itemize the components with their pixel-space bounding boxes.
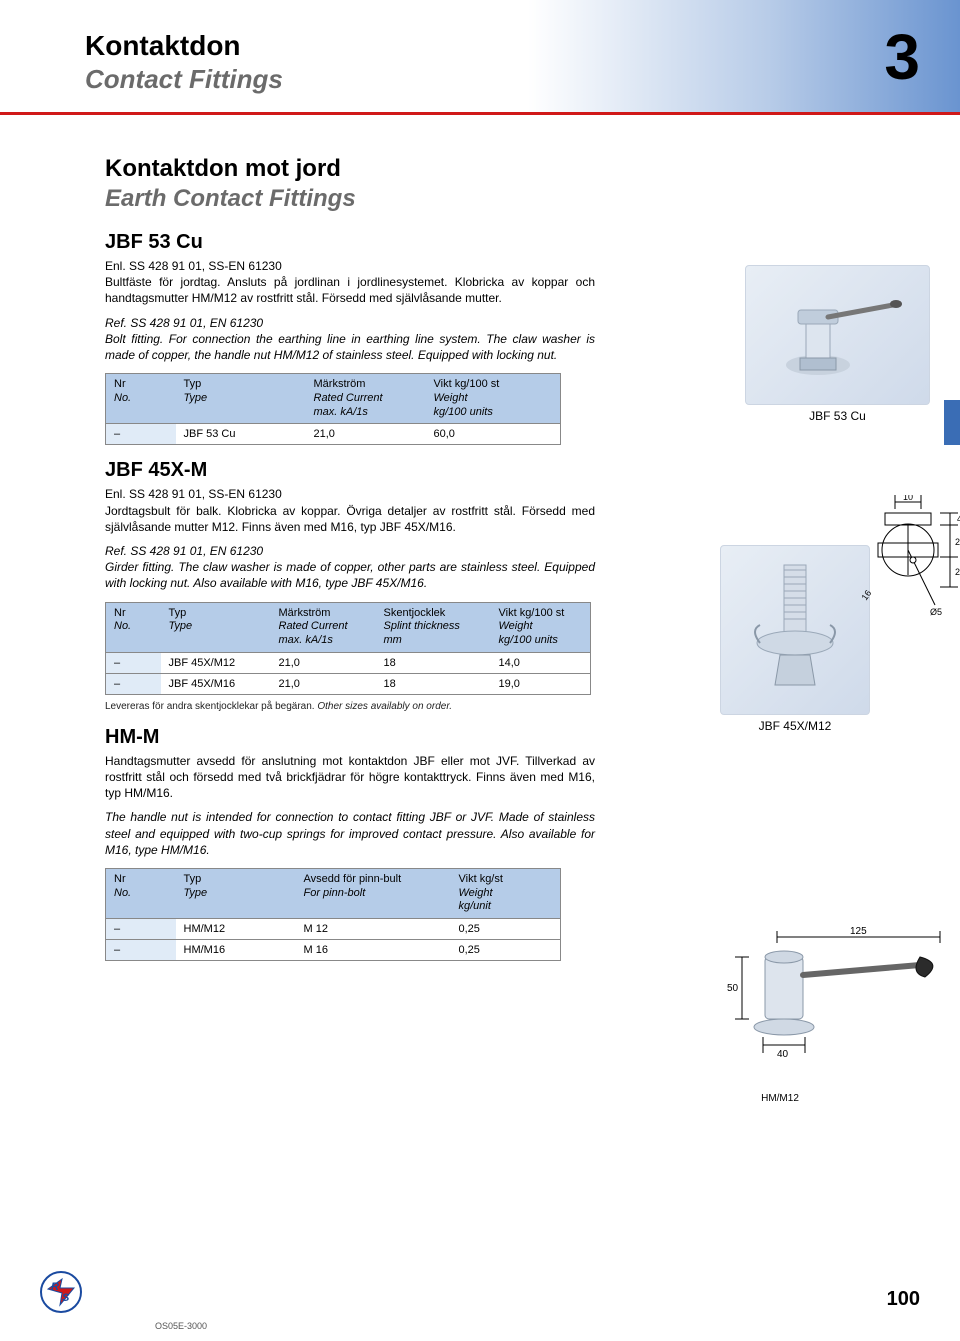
table-cell: M 12 bbox=[296, 919, 451, 940]
table-cell: 21,0 bbox=[271, 673, 376, 694]
hmm-table: NrNo.TypTypeAvsedd för pinn-bultFor pinn… bbox=[105, 868, 561, 961]
table-header: MärkströmRated Currentmax. kA/1s bbox=[271, 602, 376, 652]
dim-o5: Ø5 bbox=[930, 607, 942, 617]
jbf53-caption: JBF 53 Cu bbox=[745, 409, 930, 423]
dim-23b: 23 bbox=[955, 567, 960, 577]
table-header: Vikt kg/100 stWeightkg/100 units bbox=[491, 602, 591, 652]
table-cell: 60,0 bbox=[426, 424, 561, 445]
jbf45-caption: JBF 45X/M12 bbox=[720, 719, 870, 733]
jbf45-desc-en: Ref. SS 428 91 01, EN 61230 Girder fitti… bbox=[105, 543, 595, 592]
jbf53-figure: JBF 53 Cu bbox=[745, 265, 930, 423]
hmm-desc-en: The handle nut is intended for connectio… bbox=[105, 809, 595, 858]
dim-23a: 23 bbox=[955, 537, 960, 547]
table-cell: – bbox=[106, 652, 161, 673]
table-cell: 0,25 bbox=[451, 919, 561, 940]
header-title-sv: Kontaktdon bbox=[85, 30, 920, 62]
page-number: 100 bbox=[887, 1288, 920, 1311]
table-header: NrNo. bbox=[106, 374, 176, 424]
table-header: Vikt kg/100 stWeightkg/100 units bbox=[426, 374, 561, 424]
table-cell: – bbox=[106, 673, 161, 694]
section-title-en: Earth Contact Fittings bbox=[105, 185, 920, 213]
table-header: NrNo. bbox=[106, 602, 161, 652]
table-cell: – bbox=[106, 940, 176, 961]
table-row: –JBF 45X/M1621,01819,0 bbox=[106, 673, 591, 694]
table-header: TypType bbox=[161, 602, 271, 652]
table-cell: JBF 45X/M16 bbox=[161, 673, 271, 694]
table-row: –JBF 53 Cu21,060,0 bbox=[106, 424, 561, 445]
hmm-desc-sv: Handtagsmutter avsedd för anslutning mot… bbox=[105, 753, 595, 802]
table-cell: 14,0 bbox=[491, 652, 591, 673]
table-header: Avsedd för pinn-bultFor pinn-bolt bbox=[296, 868, 451, 918]
table-header: TypType bbox=[176, 868, 296, 918]
table-cell: 21,0 bbox=[271, 652, 376, 673]
svg-text:R: R bbox=[51, 1281, 59, 1293]
jbf53-image bbox=[745, 265, 930, 405]
hmm-caption: HM/M12 bbox=[605, 1093, 955, 1104]
dim-125: 125 bbox=[850, 926, 867, 937]
jbf53-title: JBF 53 Cu bbox=[105, 231, 920, 254]
table-header: NrNo. bbox=[106, 868, 176, 918]
jbf45-dimensions: 10 4 23 23 16 Ø5 bbox=[860, 495, 960, 658]
page-header: Kontaktdon Contact Fittings 3 bbox=[0, 0, 960, 115]
chapter-number: 3 bbox=[884, 20, 920, 94]
table-header: MärkströmRated Currentmax. kA/1s bbox=[306, 374, 426, 424]
section-title-sv: Kontaktdon mot jord bbox=[105, 155, 920, 183]
table-row: –HM/M16M 160,25 bbox=[106, 940, 561, 961]
table-cell: HM/M12 bbox=[176, 919, 296, 940]
jbf45-image bbox=[720, 545, 870, 715]
jbf53-desc-sv: Enl. SS 428 91 01, SS-EN 61230 Bultfäste… bbox=[105, 258, 595, 307]
table-cell: – bbox=[106, 424, 176, 445]
table-cell: HM/M16 bbox=[176, 940, 296, 961]
table-cell: JBF 45X/M12 bbox=[161, 652, 271, 673]
table-header: SkentjocklekSplint thicknessmm bbox=[376, 602, 491, 652]
table-row: –HM/M12M 120,25 bbox=[106, 919, 561, 940]
jbf45-table: NrNo.TypTypeMärkströmRated Currentmax. k… bbox=[105, 602, 591, 695]
table-cell: JBF 53 Cu bbox=[176, 424, 306, 445]
table-row: –JBF 45X/M1221,01814,0 bbox=[106, 652, 591, 673]
jbf45-figure: JBF 45X/M12 bbox=[720, 545, 870, 733]
header-title-en: Contact Fittings bbox=[85, 64, 920, 95]
footer-code: OS05E-3000 bbox=[155, 1321, 207, 1331]
dim-10: 10 bbox=[903, 495, 913, 502]
table-cell: 21,0 bbox=[306, 424, 426, 445]
dim-16: 16 bbox=[860, 588, 873, 602]
jbf53-desc-en: Ref. SS 428 91 01, EN 61230 Bolt fitting… bbox=[105, 315, 595, 364]
svg-text:S: S bbox=[62, 1292, 70, 1304]
dim-40: 40 bbox=[777, 1049, 789, 1060]
table-cell: – bbox=[106, 919, 176, 940]
jbf45-note-sv: Levereras för andra skentjocklekar på be… bbox=[105, 701, 315, 712]
jbf45-title: JBF 45X-M bbox=[105, 459, 920, 482]
table-cell: 18 bbox=[376, 673, 491, 694]
rs-logo: R S bbox=[40, 1271, 82, 1313]
hmm-dimensions: 125 50 40 HM/M12 bbox=[725, 925, 955, 1104]
table-header: Vikt kg/stWeightkg/unit bbox=[451, 868, 561, 918]
jbf45-note-en: Other sizes availably on order. bbox=[317, 701, 452, 712]
jbf45-desc-sv: Enl. SS 428 91 01, SS-EN 61230 Jordtagsb… bbox=[105, 486, 595, 535]
table-header: TypType bbox=[176, 374, 306, 424]
table-cell: 19,0 bbox=[491, 673, 591, 694]
table-cell: M 16 bbox=[296, 940, 451, 961]
dim-50: 50 bbox=[727, 983, 739, 994]
jbf53-table: NrNo.TypTypeMärkströmRated Currentmax. k… bbox=[105, 373, 561, 445]
table-cell: 18 bbox=[376, 652, 491, 673]
table-cell: 0,25 bbox=[451, 940, 561, 961]
